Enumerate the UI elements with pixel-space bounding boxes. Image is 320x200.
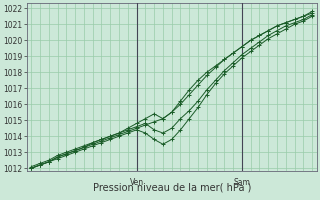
Text: Sam: Sam: [234, 178, 250, 187]
Text: Ven: Ven: [130, 178, 144, 187]
X-axis label: Pression niveau de la mer( hPa ): Pression niveau de la mer( hPa ): [92, 183, 251, 193]
